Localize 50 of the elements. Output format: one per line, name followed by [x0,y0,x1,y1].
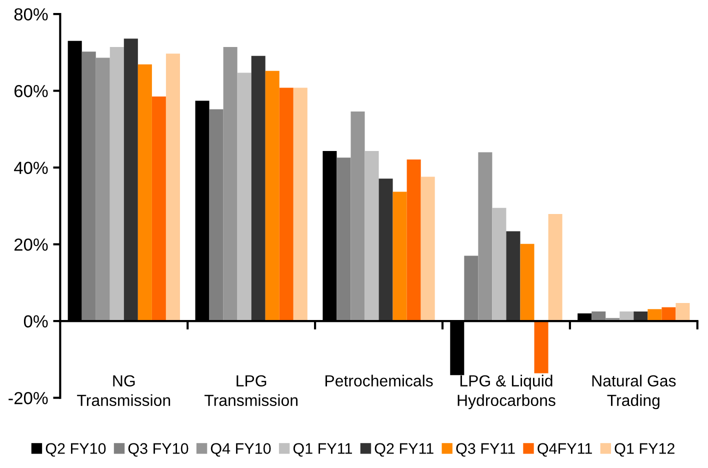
bar [251,56,266,322]
bar [534,321,548,374]
bar [110,47,124,322]
bar [648,309,662,322]
bar [237,72,252,322]
x-tick-label: Natural Gas Trading [592,374,676,410]
legend-label: Q1 FY12 [614,443,674,457]
y-tick-label: -20% [8,392,48,404]
bar [478,152,492,322]
bar [378,178,393,322]
legend-label: Q4 FY10 [210,443,271,457]
x-tick-label: Petrochemicals [326,374,433,387]
x-tick-label: LPG & Liquid Hydrocarbons [458,374,556,410]
bar [364,151,379,322]
bar [209,109,224,322]
legend-label: Q3 FY10 [128,443,188,457]
legend-label: Q2 FY11 [374,443,434,457]
bar [350,112,365,322]
bar [223,47,238,322]
bar [662,307,676,322]
x-tick-label: LPG Transmission [204,375,298,406]
bar [138,64,152,322]
legend-label: Q1 FY11 [293,443,352,457]
bar [392,192,407,322]
x-tick-label: NG Transmission [77,375,170,406]
bar [166,54,180,322]
y-tick-label: 0% [24,315,48,328]
bar [124,38,138,322]
bar [152,96,166,322]
bar [492,208,506,322]
bar [82,52,96,322]
y-tick-label: 20% [14,238,48,251]
legend-label: Q2 FY10 [46,443,106,457]
y-tick-label: 60% [14,84,48,98]
bar [96,58,110,322]
bar [406,159,421,322]
legend-label: Q4FY11 [538,443,592,457]
bar [336,158,351,322]
y-tick-label: 80% [14,8,48,20]
bar [464,256,478,322]
bar [293,88,308,322]
bar [279,88,294,322]
legend-label: Q3 FY11 [456,443,515,457]
bar [506,231,520,322]
bar [420,176,435,322]
bar [676,303,690,322]
bar [520,244,534,322]
bar [265,70,280,322]
y-tick-label: 40% [14,162,48,174]
bar [548,214,562,322]
